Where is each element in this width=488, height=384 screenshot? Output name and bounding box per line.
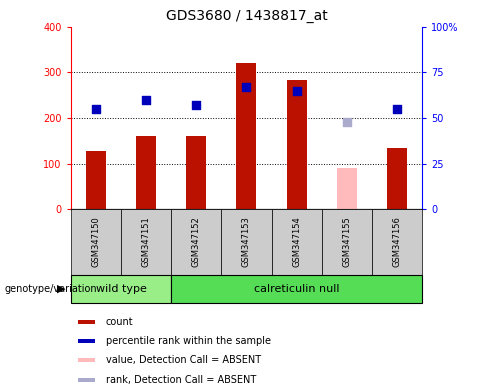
Bar [186, 136, 206, 209]
Point [293, 88, 301, 94]
Bar [78, 339, 95, 343]
Text: rank, Detection Call = ABSENT: rank, Detection Call = ABSENT [106, 375, 256, 384]
Text: GSM347150: GSM347150 [91, 217, 101, 267]
Text: wild type: wild type [96, 284, 146, 294]
Text: ▶: ▶ [58, 284, 66, 294]
Bar [78, 358, 95, 362]
Point [243, 84, 250, 90]
Bar [372, 209, 422, 275]
Point [92, 106, 100, 112]
Bar [236, 63, 257, 209]
Bar [171, 275, 422, 303]
Point [393, 106, 401, 112]
Title: GDS3680 / 1438817_at: GDS3680 / 1438817_at [165, 9, 327, 23]
Bar [337, 168, 357, 209]
Bar [86, 151, 106, 209]
Text: percentile rank within the sample: percentile rank within the sample [106, 336, 271, 346]
Bar [71, 275, 171, 303]
Bar [286, 80, 306, 209]
Point [142, 97, 150, 103]
Point [343, 119, 351, 125]
Bar [387, 148, 407, 209]
Bar [271, 209, 322, 275]
Bar [136, 136, 156, 209]
Bar [222, 209, 271, 275]
Bar [171, 209, 222, 275]
Bar [71, 209, 121, 275]
Text: GSM347153: GSM347153 [242, 217, 251, 267]
Bar [322, 209, 372, 275]
Point [192, 102, 200, 108]
Text: GSM347156: GSM347156 [392, 217, 402, 267]
Bar [78, 378, 95, 382]
Text: GSM347152: GSM347152 [192, 217, 201, 267]
Text: genotype/variation: genotype/variation [5, 284, 98, 294]
Text: value, Detection Call = ABSENT: value, Detection Call = ABSENT [106, 356, 261, 366]
Bar [121, 209, 171, 275]
Text: calreticulin null: calreticulin null [254, 284, 339, 294]
Text: count: count [106, 317, 134, 327]
Bar [78, 320, 95, 324]
Text: GSM347154: GSM347154 [292, 217, 301, 267]
Text: GSM347151: GSM347151 [142, 217, 151, 267]
Text: GSM347155: GSM347155 [342, 217, 351, 267]
